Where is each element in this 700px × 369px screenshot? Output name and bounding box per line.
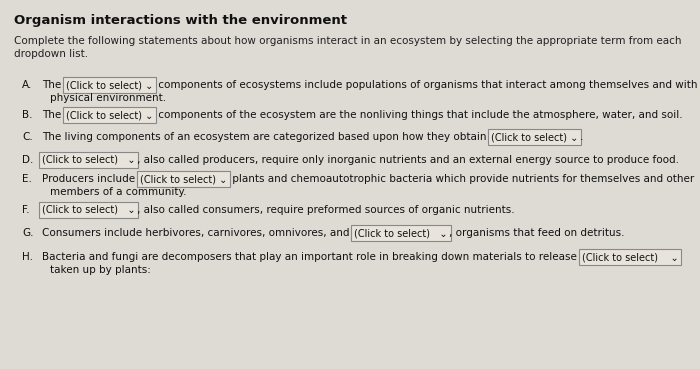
Text: Bacteria and fungi are decomposers that play an important role in breaking down : Bacteria and fungi are decomposers that … <box>42 252 580 262</box>
Text: B.: B. <box>22 110 32 120</box>
Text: Complete the following statements about how organisms interact in an ecosystem b: Complete the following statements about … <box>14 36 682 59</box>
Text: D.: D. <box>22 155 34 165</box>
Text: (Click to select) ⌄: (Click to select) ⌄ <box>66 80 153 90</box>
Text: (Click to select)    ⌄: (Click to select) ⌄ <box>582 252 678 262</box>
Text: A.: A. <box>22 80 32 90</box>
Text: components of ecosystems include populations of organisms that interact among th: components of ecosystems include populat… <box>155 80 700 90</box>
Text: , also called consumers, require preformed sources of organic nutrients.: , also called consumers, require preform… <box>137 205 514 215</box>
Text: .: . <box>580 132 583 142</box>
Text: The: The <box>42 110 64 120</box>
Text: members of a community.: members of a community. <box>50 187 186 197</box>
Text: plants and chemoautotrophic bacteria which provide nutrients for themselves and : plants and chemoautotrophic bacteria whi… <box>229 174 694 184</box>
Text: The living components of an ecosystem are categorized based upon how they obtain: The living components of an ecosystem ar… <box>42 132 490 142</box>
Text: G.: G. <box>22 228 34 238</box>
Text: Organism interactions with the environment: Organism interactions with the environme… <box>14 14 347 27</box>
Text: E.: E. <box>22 174 32 184</box>
Text: The: The <box>42 80 64 90</box>
Text: Consumers include herbivores, carnivores, omnivores, and: Consumers include herbivores, carnivores… <box>42 228 353 238</box>
Text: (Click to select) ⌄: (Click to select) ⌄ <box>140 174 227 184</box>
Text: physical environment.: physical environment. <box>50 93 166 103</box>
Text: (Click to select)   ⌄: (Click to select) ⌄ <box>354 228 448 238</box>
Text: (Click to select)   ⌄: (Click to select) ⌄ <box>42 155 136 165</box>
Text: (Click to select) ⌄: (Click to select) ⌄ <box>66 110 153 120</box>
Text: components of the ecosystem are the nonliving things that include the atmosphere: components of the ecosystem are the nonl… <box>155 110 682 120</box>
Text: Producers include: Producers include <box>42 174 139 184</box>
Text: , also called producers, require only inorganic nutrients and an external energy: , also called producers, require only in… <box>137 155 679 165</box>
Text: (Click to select)   ⌄: (Click to select) ⌄ <box>42 205 136 215</box>
Text: C.: C. <box>22 132 33 142</box>
Text: taken up by plants:: taken up by plants: <box>50 265 151 275</box>
Text: H.: H. <box>22 252 33 262</box>
Text: (Click to select) ⌄: (Click to select) ⌄ <box>491 132 578 142</box>
Text: F.: F. <box>22 205 29 215</box>
Text: , organisms that feed on detritus.: , organisms that feed on detritus. <box>449 228 624 238</box>
